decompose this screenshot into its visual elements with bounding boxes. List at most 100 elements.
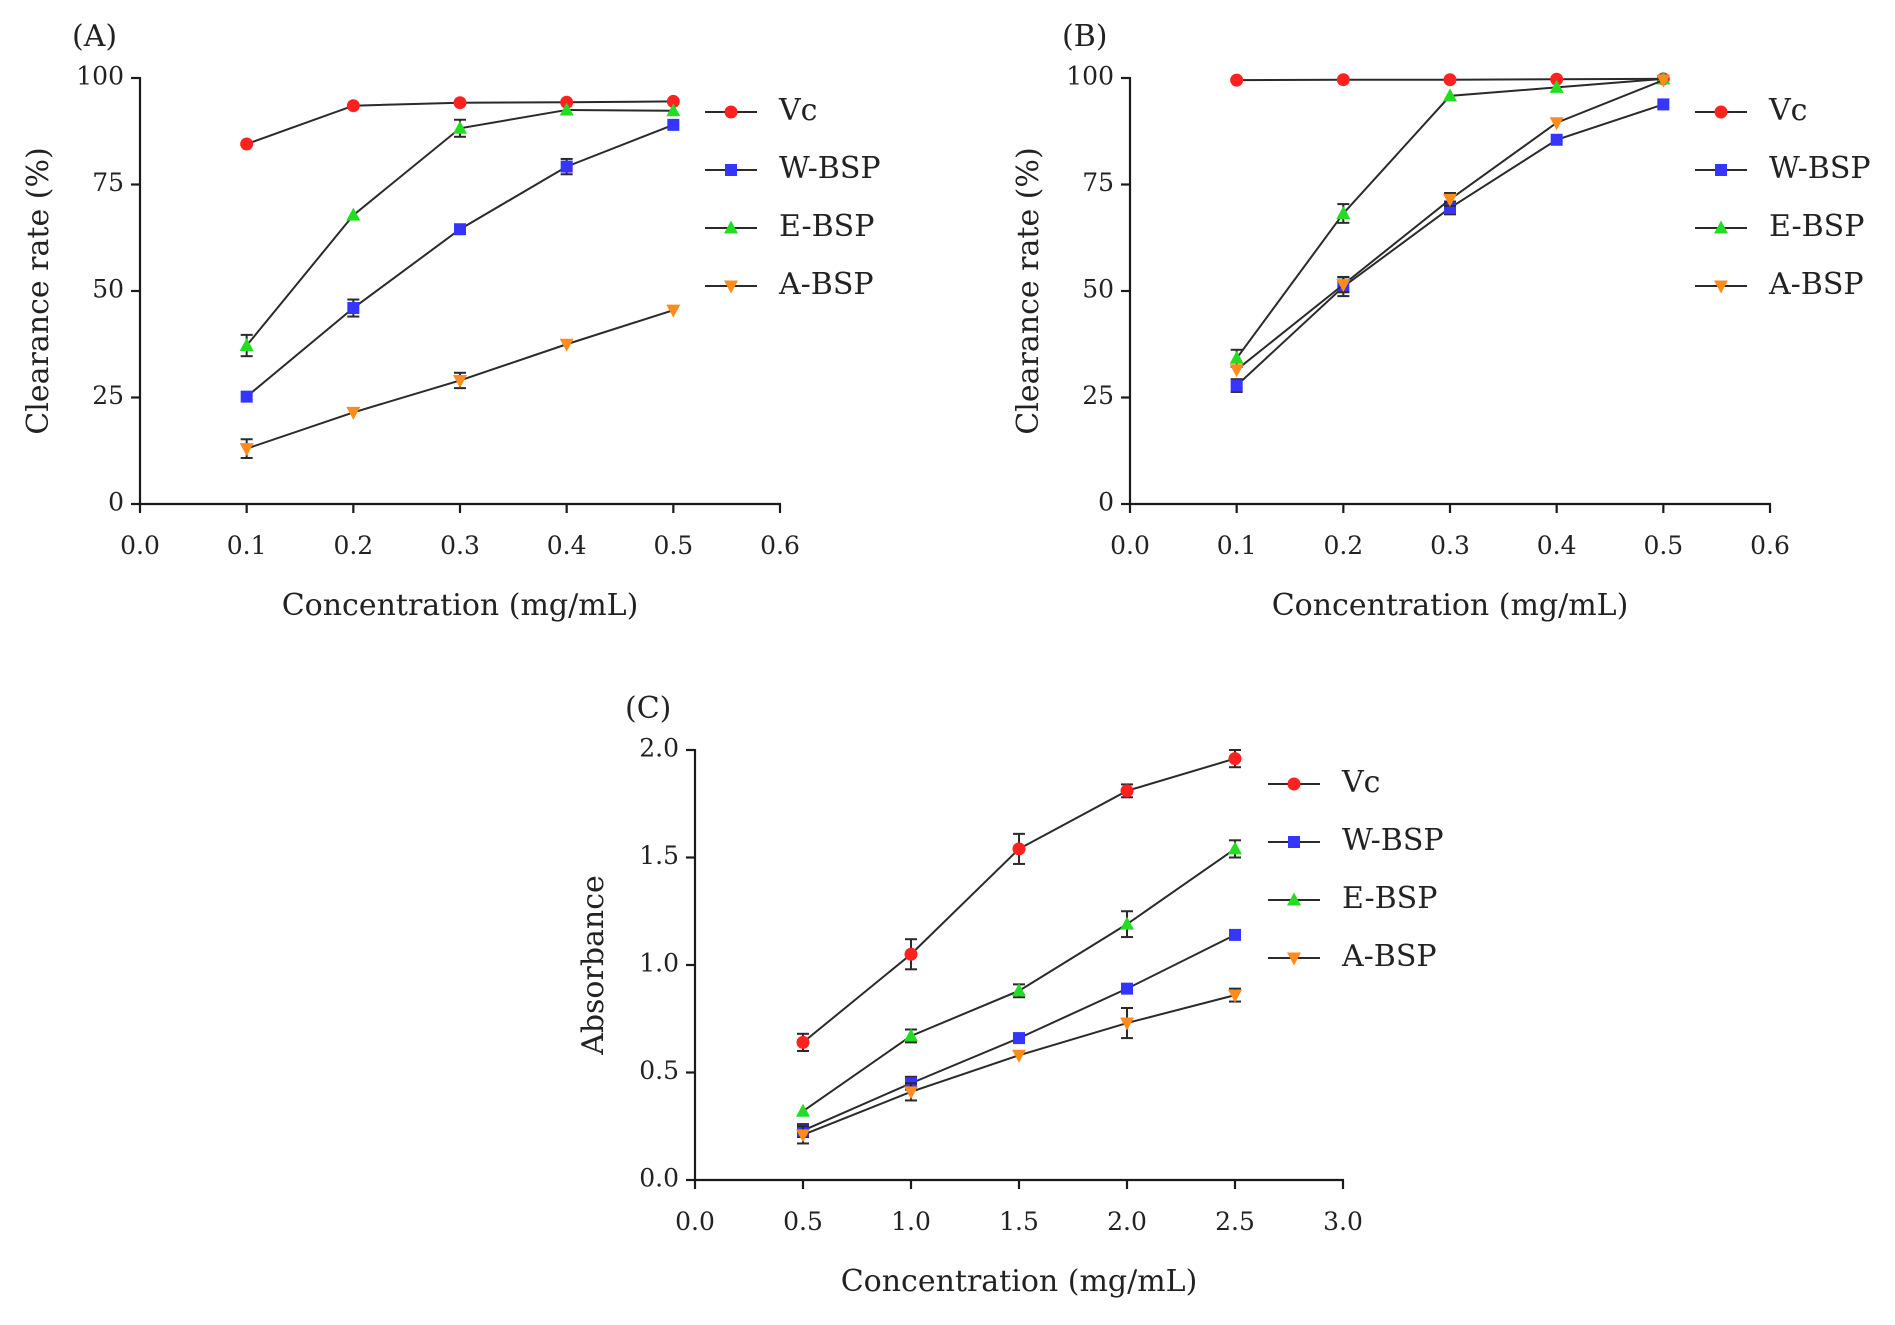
y-tick-label: 0.5 [639,1056,679,1085]
data-point [1228,841,1242,855]
data-point [666,304,681,318]
series-line [1235,77,1664,359]
legend-label: A-BSP [1768,267,1864,302]
data-point [346,207,361,221]
legend-marker [724,220,738,234]
legend-label: E-BSP [1342,881,1437,916]
data-point [347,302,360,315]
data-point [453,120,467,134]
x-tick-label: 0.0 [1110,531,1150,560]
legend-label: W-BSP [1342,823,1444,858]
y-axis-title: Absorbance [576,875,611,1056]
data-point [796,1035,810,1049]
legend-label: Vc [1341,765,1380,800]
series-e-bsp [239,102,681,358]
legend-marker [724,280,738,294]
data-point [667,118,680,131]
data-point [1229,364,1244,378]
data-point [1550,133,1563,146]
legend-marker [1287,952,1301,966]
x-tick-label: 2.0 [1107,1207,1147,1236]
legend-marker [725,164,737,176]
x-tick-label: 0.1 [1217,531,1257,560]
x-tick-label: 1.5 [999,1207,1039,1236]
legend-marker [1287,777,1301,791]
data-point [1120,916,1134,930]
data-point [1443,88,1457,102]
x-tick-label: 0.4 [547,531,587,560]
legend-label: A-BSP [778,267,874,302]
x-tick-label: 0.5 [783,1207,823,1236]
data-point [904,1086,918,1100]
y-tick-label: 2.0 [639,734,679,763]
legend-item-vc: Vc [1695,93,1807,128]
y-tick-label: 0 [1098,488,1114,517]
x-tick-label: 0.4 [1537,531,1577,560]
data-point [559,338,574,352]
data-point [1121,982,1133,995]
data-point [1549,79,1564,93]
data-point [1229,350,1244,364]
panel-label: (B) [1062,19,1107,54]
data-point [796,1129,810,1143]
data-point [559,102,574,116]
legend-item-w-bsp: W-BSP [1695,151,1871,186]
legend-item-w-bsp: W-BSP [705,151,881,186]
legend-item-e-bsp: E-BSP [705,209,874,244]
data-point [666,103,681,117]
data-point [454,223,466,236]
data-point [1443,193,1457,207]
data-point [240,390,253,403]
legend-label: W-BSP [1769,151,1871,186]
data-point [1228,752,1242,766]
data-point [1230,379,1243,392]
data-point [1336,279,1351,293]
x-tick-label: 0.3 [1430,531,1470,560]
data-point [1229,928,1241,941]
legend-item-a-bsp: A-BSP [1695,267,1864,302]
y-tick-label: 0 [108,488,124,517]
data-point [1230,73,1244,87]
legend-item-w-bsp: W-BSP [1268,823,1444,858]
legend-marker [1714,280,1728,294]
data-point [346,406,361,420]
data-point [1120,1017,1134,1031]
y-tick-label: 1.5 [639,841,679,870]
series-line [802,757,1236,1044]
panel-label: (C) [625,691,671,726]
data-point [239,443,254,457]
x-tick-label: 0.0 [675,1207,715,1236]
data-point [1549,117,1564,131]
series-e-bsp [1229,71,1671,368]
legend-item-a-bsp: A-BSP [705,267,874,302]
legend-marker [1714,220,1728,234]
data-point [453,96,467,110]
y-axis-title: Clearance rate (%) [1011,147,1046,434]
x-tick-label: 0.0 [120,531,160,560]
x-tick-label: 1.0 [891,1207,931,1236]
y-axis-title: Clearance rate (%) [21,147,56,434]
legend-item-e-bsp: E-BSP [1268,881,1437,916]
data-point [1656,74,1671,88]
y-tick-label: 100 [76,62,124,91]
legend-label: Vc [778,93,817,128]
data-point [1012,1049,1026,1063]
data-point [796,1103,810,1117]
data-point [453,374,467,388]
data-point [1013,1032,1025,1045]
y-tick-label: 50 [1082,275,1114,304]
legend-marker [1714,105,1728,119]
legend-label: E-BSP [779,209,874,244]
data-point [1228,989,1242,1003]
legend-marker [724,105,738,119]
data-point [1443,73,1457,87]
data-point [240,137,254,151]
y-tick-label: 100 [1066,62,1114,91]
x-tick-label: 0.6 [760,531,800,560]
legend-item-a-bsp: A-BSP [1268,939,1437,974]
y-tick-label: 50 [92,275,124,304]
x-tick-label: 2.5 [1215,1207,1255,1236]
series-a-bsp [239,304,681,459]
x-tick-label: 3.0 [1323,1207,1363,1236]
